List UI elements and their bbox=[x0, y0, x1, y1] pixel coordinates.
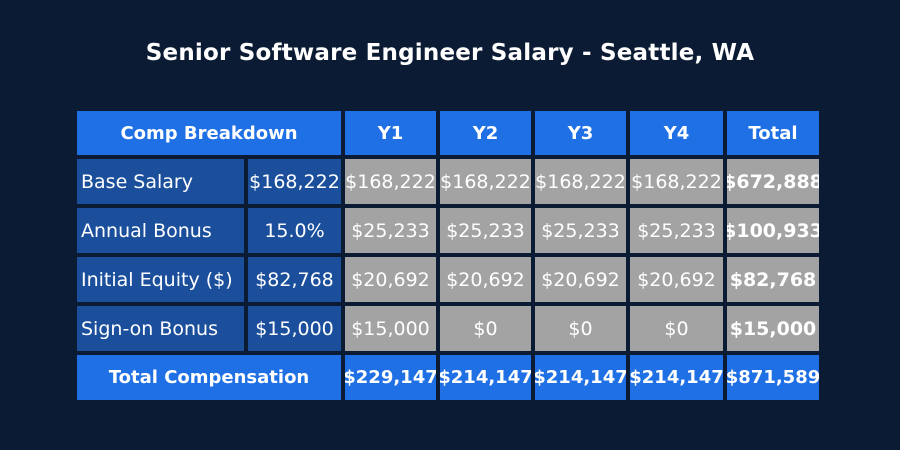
header-y3: Y3 bbox=[535, 111, 626, 155]
year-value-cell: $20,692 bbox=[535, 257, 626, 302]
year-value-cell: $25,233 bbox=[440, 208, 531, 253]
total-compensation-year-cell: $214,147 bbox=[440, 355, 531, 400]
row-total-cell: $15,000 bbox=[727, 306, 819, 351]
row-input-value: $82,768 bbox=[248, 257, 341, 302]
row-input-value: $15,000 bbox=[248, 306, 341, 351]
row-label: Base Salary bbox=[77, 159, 244, 204]
row-total-cell: $82,768 bbox=[727, 257, 819, 302]
total-compensation-year-cell: $214,147 bbox=[535, 355, 626, 400]
year-value-cell: $168,222 bbox=[630, 159, 723, 204]
year-value-cell: $20,692 bbox=[440, 257, 531, 302]
row-input-value: 15.0% bbox=[248, 208, 341, 253]
year-value-cell: $25,233 bbox=[535, 208, 626, 253]
year-value-cell: $168,222 bbox=[440, 159, 531, 204]
year-value-cell: $168,222 bbox=[345, 159, 436, 204]
year-value-cell: $25,233 bbox=[630, 208, 723, 253]
year-value-cell: $25,233 bbox=[345, 208, 436, 253]
row-input-value: $168,222 bbox=[248, 159, 341, 204]
year-value-cell: $0 bbox=[440, 306, 531, 351]
row-label: Initial Equity ($) bbox=[77, 257, 244, 302]
year-value-cell: $0 bbox=[630, 306, 723, 351]
year-value-cell: $0 bbox=[535, 306, 626, 351]
total-compensation-label: Total Compensation bbox=[77, 355, 341, 400]
total-compensation-year-cell: $229,147 bbox=[345, 355, 436, 400]
chart-title: Senior Software Engineer Salary - Seattl… bbox=[145, 40, 755, 66]
year-value-cell: $168,222 bbox=[535, 159, 626, 204]
header-comp-breakdown: Comp Breakdown bbox=[77, 111, 341, 155]
row-total-cell: $672,888 bbox=[727, 159, 819, 204]
header-y4: Y4 bbox=[630, 111, 723, 155]
total-compensation-grand-total: $871,589 bbox=[727, 355, 819, 400]
header-y2: Y2 bbox=[440, 111, 531, 155]
row-label: Annual Bonus bbox=[77, 208, 244, 253]
year-value-cell: $20,692 bbox=[630, 257, 723, 302]
row-label: Sign-on Bonus bbox=[77, 306, 244, 351]
header-y1: Y1 bbox=[345, 111, 436, 155]
header-total: Total bbox=[727, 111, 819, 155]
total-compensation-year-cell: $214,147 bbox=[630, 355, 723, 400]
year-value-cell: $15,000 bbox=[345, 306, 436, 351]
year-value-cell: $20,692 bbox=[345, 257, 436, 302]
row-total-cell: $100,933 bbox=[727, 208, 819, 253]
